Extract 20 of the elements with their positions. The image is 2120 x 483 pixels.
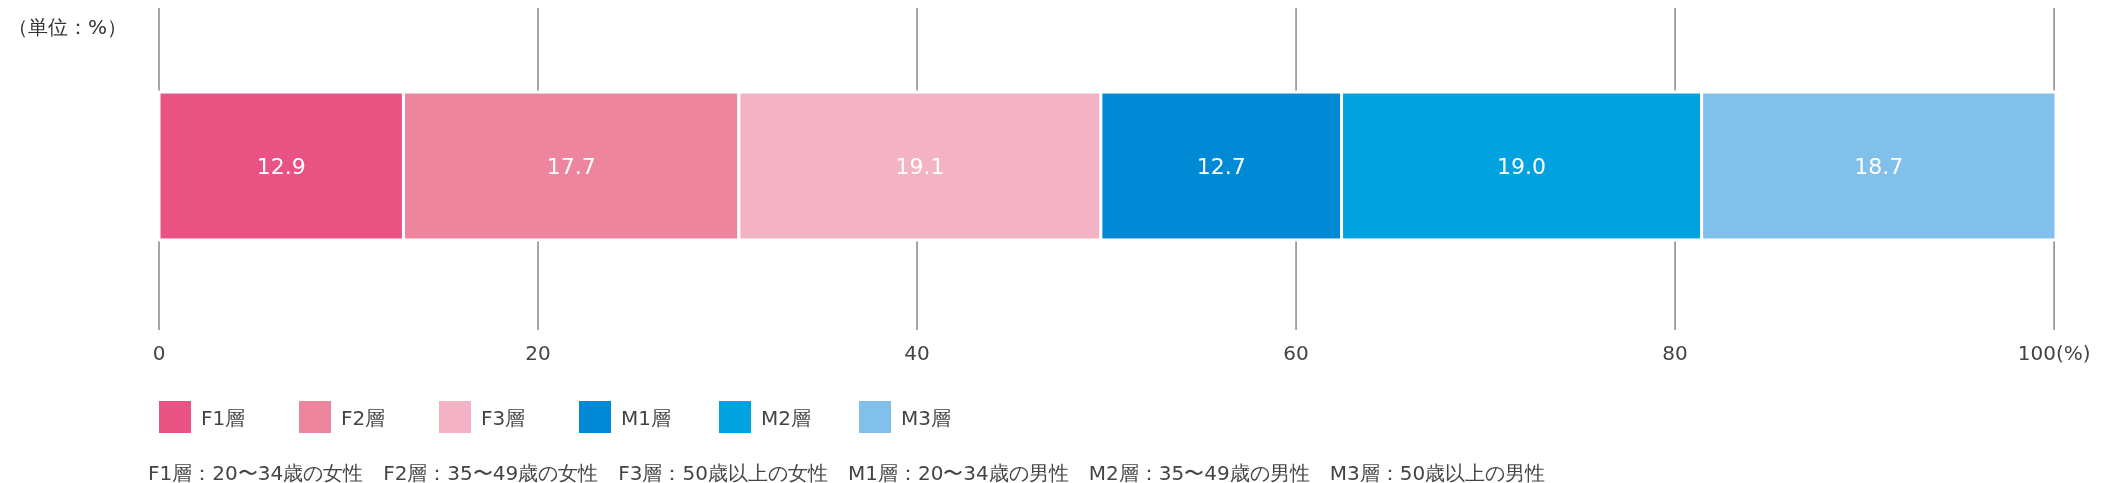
x-tick-label: 60 bbox=[1283, 341, 1309, 365]
legend-label: M1層 bbox=[621, 406, 671, 430]
data-label: 12.9 bbox=[256, 153, 306, 179]
data-label: 17.7 bbox=[546, 153, 596, 179]
legend-label: F3層 bbox=[481, 406, 526, 430]
data-label: 12.7 bbox=[1196, 153, 1246, 179]
x-tick-label: 80 bbox=[1662, 341, 1688, 365]
text: （単位：%） bbox=[8, 15, 128, 39]
x-tick-label: 0 bbox=[152, 341, 166, 365]
x-tick-label: 40 bbox=[904, 341, 930, 365]
data-label: 18.7 bbox=[1854, 153, 1904, 179]
legend-label: M2層 bbox=[761, 406, 811, 430]
data-label: 19.0 bbox=[1497, 153, 1547, 179]
x-tick-label: 100(%) bbox=[2017, 341, 2091, 365]
x-tick-label: 20 bbox=[525, 341, 551, 365]
legend-label: F2層 bbox=[341, 406, 386, 430]
data-label: 19.1 bbox=[895, 153, 945, 179]
text: F1層：20〜34歳の女性 F2層：35〜49歳の女性 F3層：50歳以上の女性 M1層：20〜34歳の男性 M2層：35〜49歳の男性 M3層：50歳以上の男性 bbox=[148, 461, 1546, 483]
legend-label: F1層 bbox=[201, 406, 246, 430]
legend-label: M3層 bbox=[901, 406, 951, 430]
